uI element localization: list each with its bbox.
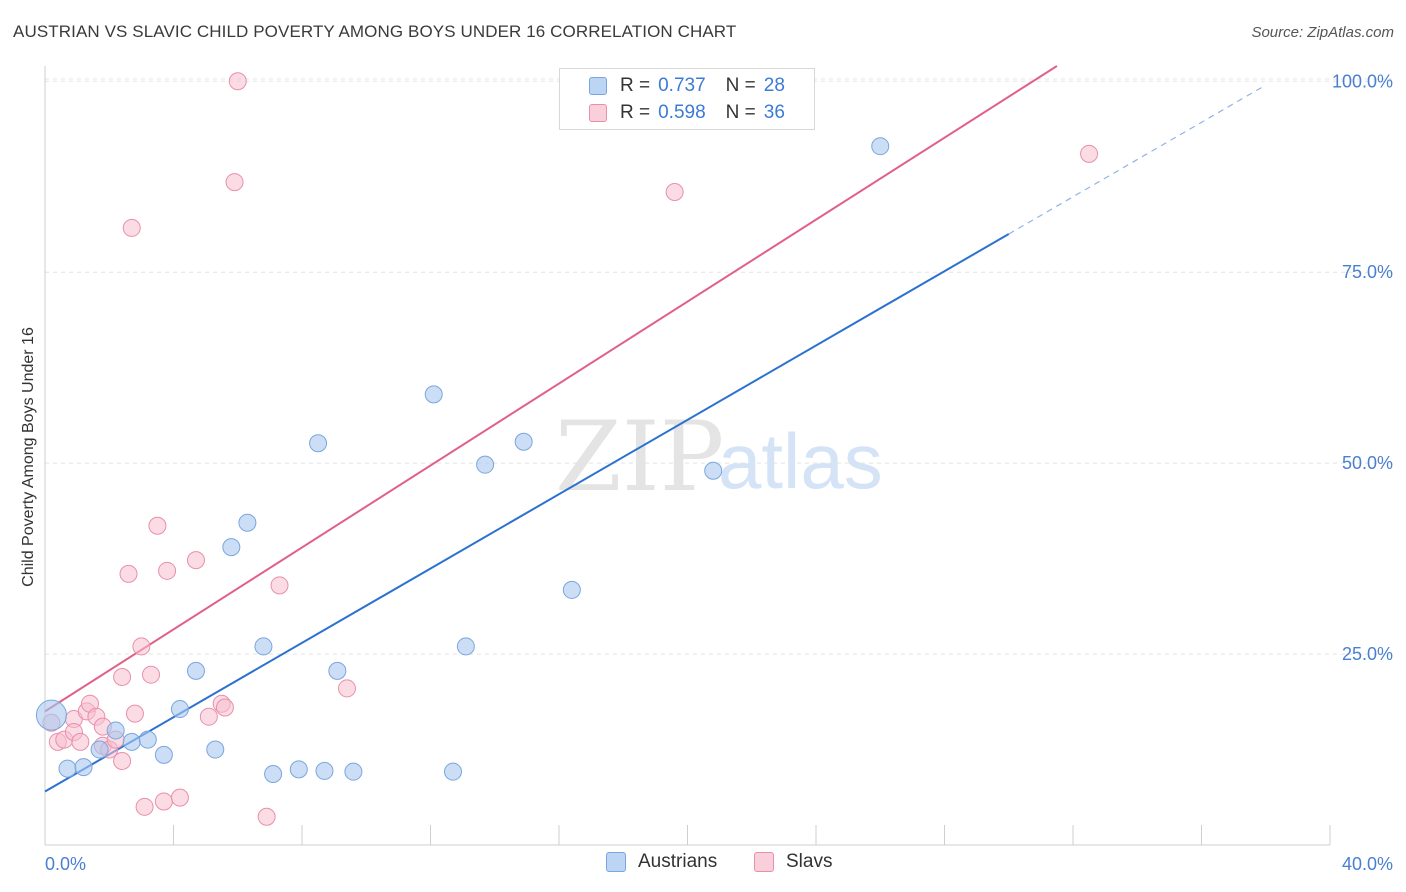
slavs-point <box>186 551 205 570</box>
y-tick-label: 100.0% <box>1332 71 1393 91</box>
slavs-point <box>135 797 154 816</box>
slavs-legend-icon <box>754 852 774 872</box>
legend-row-slavs: R = 0.598 N = 36 <box>560 100 785 126</box>
austrians-point <box>443 762 462 781</box>
trendlines <box>44 65 1267 793</box>
chart-title: AUSTRIAN VS SLAVIC CHILD POVERTY AMONG B… <box>13 22 737 41</box>
slavs-point <box>154 792 173 811</box>
austrians-point <box>170 700 189 719</box>
austrians-point <box>186 661 205 680</box>
slavs-point <box>225 173 244 192</box>
austrians-trendline-extension <box>1008 84 1267 235</box>
austrians-trendline <box>44 233 1010 793</box>
legend-n-value: 36 <box>763 102 785 123</box>
austrians-point <box>74 758 93 777</box>
austrians-point <box>206 740 225 759</box>
slavs-point <box>170 788 189 807</box>
austrians-swatch-icon <box>589 77 607 95</box>
austrians-point <box>328 661 347 680</box>
slavs-point <box>71 732 90 751</box>
slavs-legend-label: Slavs <box>786 851 833 872</box>
legend-box: R = 0.737 N = 28 R = 0.598 N = 36 <box>559 68 815 130</box>
legend-row-austrians: R = 0.737 N = 28 <box>560 73 785 99</box>
legend-r-label: R = <box>620 102 651 123</box>
legend-r-label: R = <box>620 75 651 96</box>
austrians-point <box>315 761 334 780</box>
legend-r-value: 0.598 <box>658 102 706 123</box>
austrians-point <box>238 513 257 532</box>
austrians-legend-icon <box>606 852 626 872</box>
slavs-point <box>113 751 132 770</box>
watermark: ZIP atlas <box>555 401 883 513</box>
slavs-point <box>132 637 151 656</box>
austrians-point <box>264 764 283 783</box>
source-label: Source: ZipAtlas.com <box>1251 24 1394 41</box>
slavs-point <box>199 707 218 726</box>
austrians-point <box>456 637 475 656</box>
austrians-point <box>222 538 241 557</box>
watermark-zip: ZIP <box>555 401 724 513</box>
bottom-legend: Austrians Slavs <box>0 851 1406 877</box>
slavs-point <box>148 516 167 535</box>
austrians-point <box>289 760 308 779</box>
slavs-trendline <box>44 65 1058 713</box>
austrians-point <box>562 580 581 599</box>
legend-n-label: N = <box>725 75 756 96</box>
slavs-point <box>257 807 276 826</box>
bottom-legend-slavs[interactable]: Slavs <box>754 851 832 873</box>
austrians-point <box>154 745 173 764</box>
slavs-swatch-icon <box>589 104 607 122</box>
y-tick-label: 50.0% <box>1342 453 1393 473</box>
austrians-legend-label: Austrians <box>638 851 718 872</box>
austrians-point <box>90 740 109 759</box>
austrians-point <box>309 434 328 453</box>
y-tick-label: 75.0% <box>1342 262 1393 282</box>
slavs-point <box>158 561 177 580</box>
slavs-point <box>113 667 132 686</box>
austrians-point <box>122 732 141 751</box>
austrians-point <box>514 432 533 451</box>
gridlines <box>45 78 1392 655</box>
legend-n-value: 28 <box>763 75 785 96</box>
slavs-point <box>125 704 144 723</box>
y-axis-label: Child Poverty Among Boys Under 16 <box>20 327 37 587</box>
austrians-point <box>704 461 723 480</box>
x-tick-label: 40.0% <box>1342 854 1393 874</box>
y-tick-label: 25.0% <box>1342 644 1393 664</box>
slavs-point <box>119 564 138 583</box>
austrians-point <box>424 385 443 404</box>
legend-r-value: 0.737 <box>658 75 706 96</box>
austrians-point <box>344 762 363 781</box>
austrians-points <box>35 137 890 783</box>
bottom-legend-austrians[interactable]: Austrians <box>606 851 717 873</box>
slavs-point <box>337 679 356 698</box>
slavs-point <box>228 72 247 91</box>
slavs-point <box>215 698 234 717</box>
austrians-point <box>871 137 890 156</box>
slavs-point <box>122 218 141 237</box>
slavs-point <box>1080 144 1099 163</box>
slavs-point <box>665 183 684 202</box>
slavs-point <box>270 576 289 595</box>
tick-labels: 25.0% 50.0% 75.0% 100.0% 0.0% 40.0% <box>45 71 1393 874</box>
austrians-point <box>138 730 157 749</box>
austrians-point <box>58 759 77 778</box>
x-tick-label: 0.0% <box>45 854 86 874</box>
watermark-atlas: atlas <box>718 417 883 505</box>
austrians-point <box>106 721 125 740</box>
austrians-point <box>35 699 67 731</box>
slavs-point <box>142 665 161 684</box>
austrians-point <box>476 455 495 474</box>
austrians-point <box>254 637 273 656</box>
legend-n-label: N = <box>725 102 756 123</box>
